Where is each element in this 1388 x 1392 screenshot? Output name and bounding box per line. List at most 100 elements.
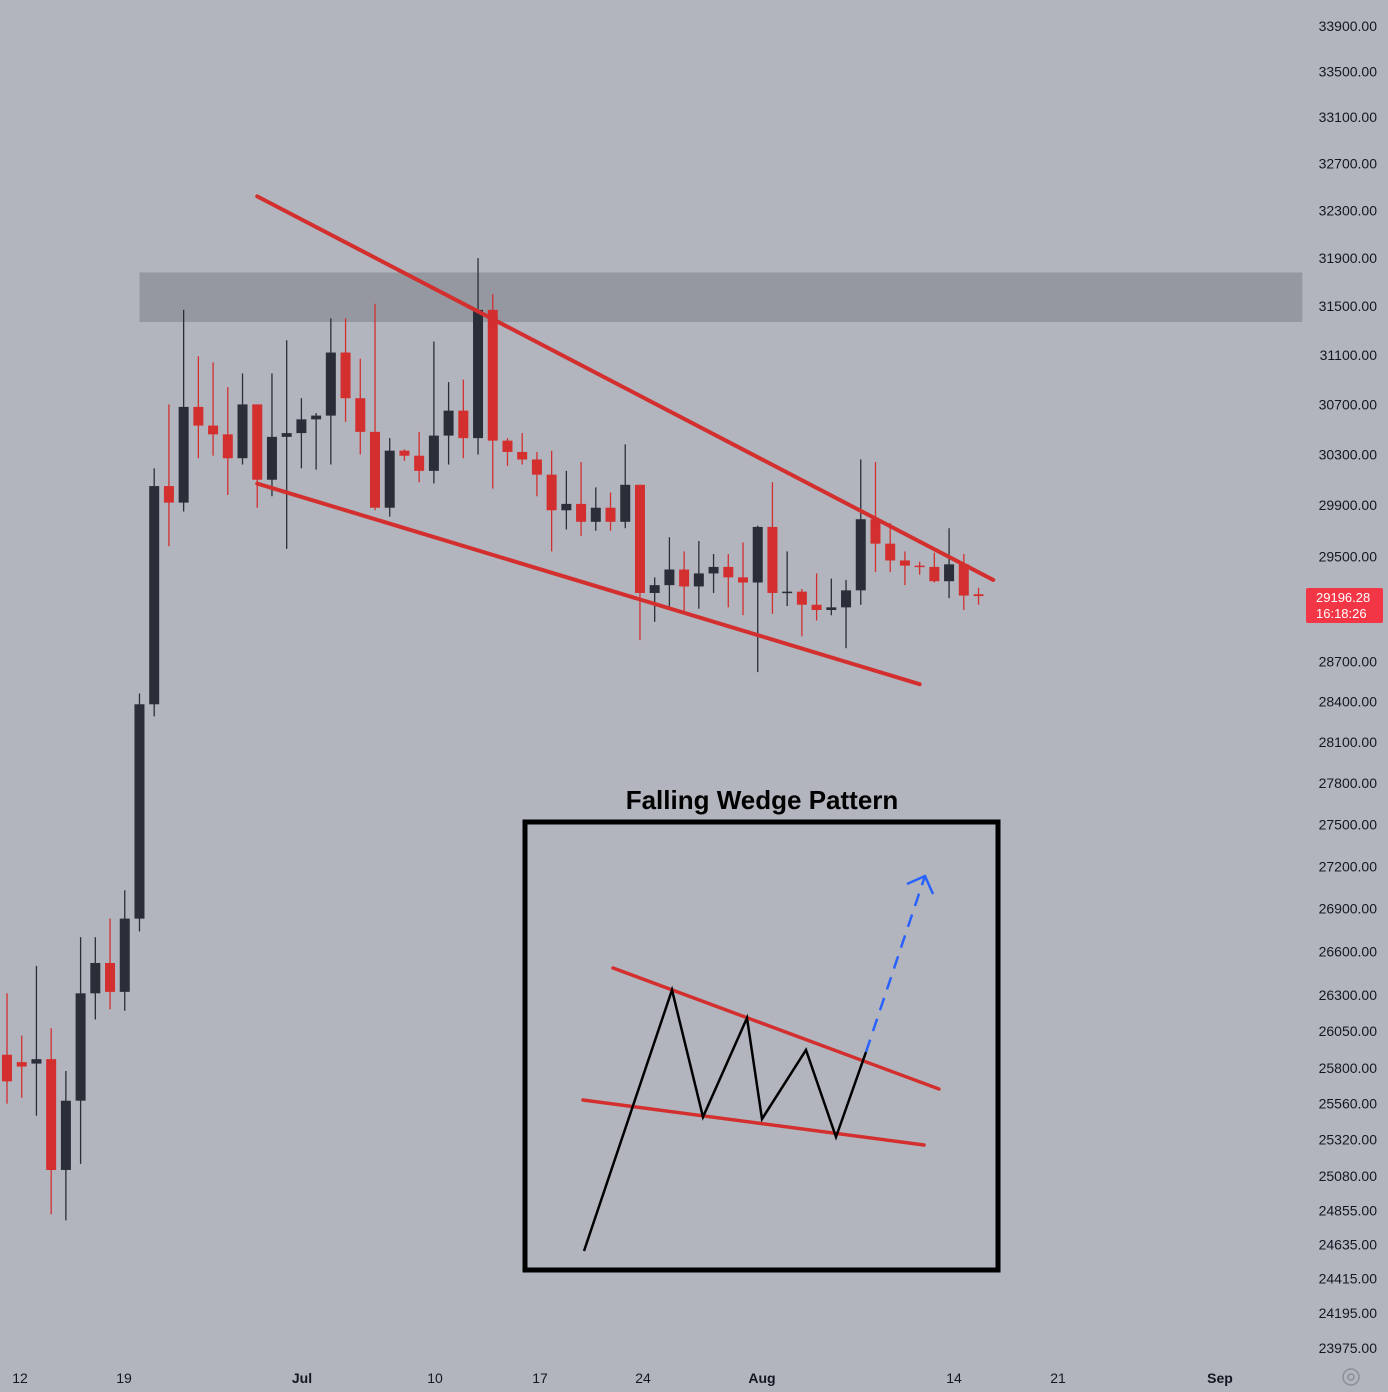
price-tick-label: 24855.00	[1319, 1202, 1378, 1218]
candle[interactable]	[929, 552, 940, 583]
candle-body	[870, 519, 881, 544]
candle-body	[149, 486, 160, 705]
candle-body	[561, 503, 572, 511]
candle[interactable]	[340, 318, 351, 422]
candle-body	[355, 398, 366, 432]
candle[interactable]	[855, 459, 866, 605]
candle[interactable]	[473, 258, 484, 455]
chart-settings-icon[interactable]	[1342, 1368, 1360, 1386]
candle-body	[60, 1100, 71, 1170]
candle-body	[576, 503, 587, 522]
candle-body	[767, 526, 778, 593]
candle[interactable]	[738, 542, 748, 616]
lower-trendline[interactable]	[255, 481, 922, 687]
upper-trendline[interactable]	[255, 194, 996, 582]
candle[interactable]	[944, 528, 955, 599]
candle[interactable]	[693, 541, 704, 609]
candle[interactable]	[134, 693, 145, 932]
candle[interactable]	[826, 578, 837, 616]
candle-body	[944, 564, 955, 582]
candle[interactable]	[605, 492, 616, 531]
candle-body	[899, 560, 910, 566]
resistance-zone[interactable]	[139, 272, 1303, 323]
candle[interactable]	[60, 1070, 71, 1221]
candle[interactable]	[75, 937, 86, 1164]
candle[interactable]	[914, 561, 925, 575]
candle[interactable]	[252, 404, 263, 508]
candle[interactable]	[752, 525, 763, 673]
candle[interactable]	[178, 309, 189, 512]
candle[interactable]	[885, 523, 896, 573]
candle[interactable]	[163, 404, 174, 547]
candle[interactable]	[899, 551, 910, 586]
time-axis[interactable]: 12 19 Jul 10 17 24 Aug 14 21 Sep	[12, 1370, 1233, 1386]
candle[interactable]	[546, 450, 557, 552]
candle[interactable]	[414, 431, 425, 483]
candle[interactable]	[649, 577, 660, 622]
candle[interactable]	[620, 444, 631, 529]
candle-body	[252, 404, 263, 480]
candle[interactable]	[428, 341, 439, 484]
candle[interactable]	[708, 553, 719, 593]
candle[interactable]	[531, 451, 542, 497]
candle[interactable]	[679, 551, 690, 612]
candle[interactable]	[767, 482, 778, 614]
candle[interactable]	[208, 362, 219, 456]
candle[interactable]	[31, 965, 42, 1116]
candle-body	[208, 425, 219, 435]
candle-body	[723, 566, 734, 578]
time-tick-label: 17	[532, 1370, 548, 1386]
candle-body	[929, 566, 940, 582]
candle-body	[605, 507, 616, 522]
candle[interactable]	[16, 1035, 27, 1098]
candle[interactable]	[105, 918, 116, 1010]
candle-body	[679, 569, 690, 587]
candle[interactable]	[796, 589, 807, 637]
candle[interactable]	[723, 553, 734, 608]
candle[interactable]	[325, 318, 336, 465]
candle[interactable]	[119, 890, 130, 1011]
price-axis[interactable]: 33900.00 33500.00 33100.00 32700.00 32300.00…	[1319, 18, 1378, 1356]
candle[interactable]	[384, 438, 395, 517]
price-tick-label: 29500.00	[1319, 549, 1378, 565]
candle[interactable]	[561, 470, 572, 530]
candle-body	[826, 607, 837, 610]
candle[interactable]	[90, 937, 101, 1020]
price-tick-label: 28400.00	[1319, 694, 1378, 710]
candle[interactable]	[590, 487, 601, 531]
price-tick-label: 25560.00	[1319, 1096, 1378, 1112]
candle[interactable]	[517, 433, 528, 465]
candle[interactable]	[266, 373, 277, 497]
candle[interactable]	[355, 358, 366, 455]
candle[interactable]	[973, 587, 984, 605]
candle-body	[2, 1054, 12, 1082]
candle[interactable]	[149, 468, 160, 717]
candle[interactable]	[634, 484, 645, 641]
candle-body	[281, 433, 292, 437]
candle[interactable]	[576, 462, 587, 536]
candle[interactable]	[222, 387, 233, 495]
candle[interactable]	[811, 573, 822, 621]
candle[interactable]	[46, 1028, 57, 1215]
candle[interactable]	[2, 993, 12, 1104]
candle-body	[16, 1062, 27, 1067]
candle-body	[546, 474, 557, 511]
candle[interactable]	[487, 294, 498, 489]
candle[interactable]	[281, 340, 292, 549]
candle[interactable]	[237, 373, 248, 465]
candle[interactable]	[370, 303, 380, 511]
candle[interactable]	[502, 438, 513, 466]
candle[interactable]	[841, 579, 852, 649]
candle[interactable]	[443, 382, 454, 465]
candle[interactable]	[193, 356, 204, 459]
falling-wedge-diagram: Falling Wedge Pattern	[522, 785, 1001, 1273]
candle-body	[693, 573, 704, 587]
candle[interactable]	[782, 551, 793, 607]
candle[interactable]	[458, 379, 469, 459]
candle[interactable]	[664, 537, 675, 609]
candle[interactable]	[296, 398, 307, 469]
candle[interactable]	[311, 413, 322, 470]
candle[interactable]	[399, 449, 410, 461]
